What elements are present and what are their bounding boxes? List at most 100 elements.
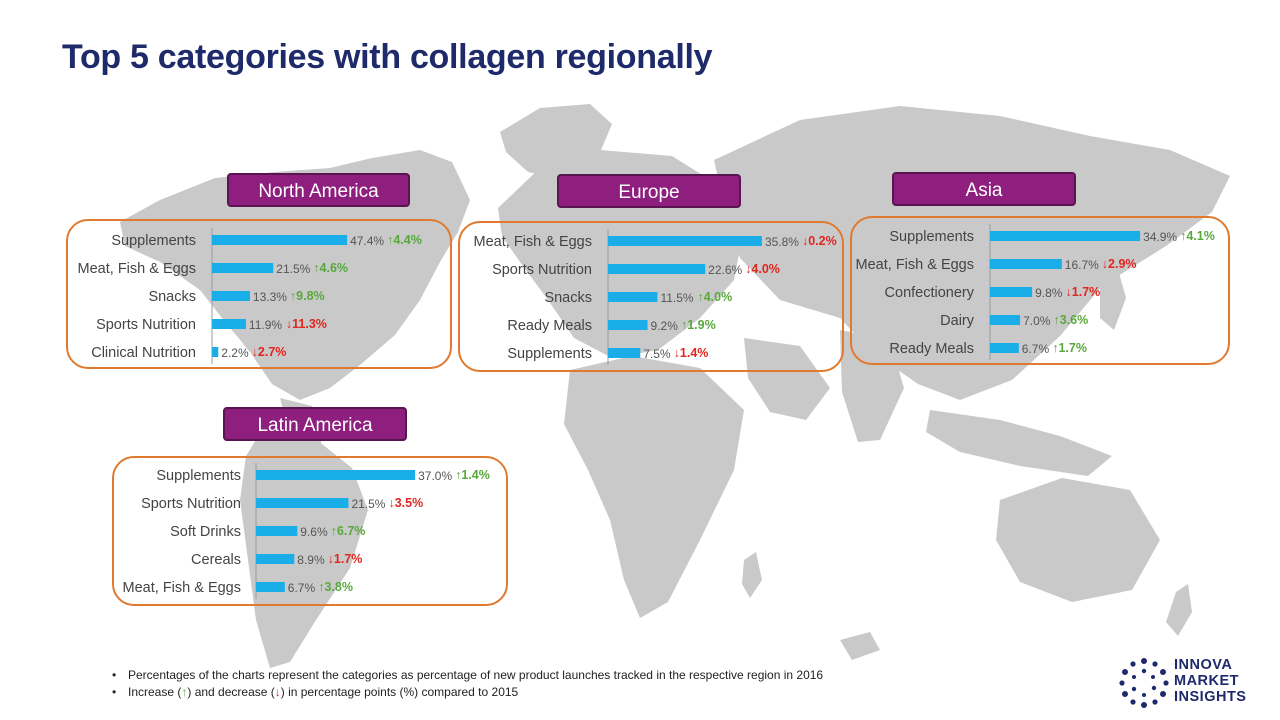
category-label: Supplements [156, 468, 241, 484]
change-value: 9.8% [296, 289, 325, 303]
value-label: 11.9% [249, 318, 282, 332]
bar [990, 287, 1033, 297]
category-label: Cereals [191, 552, 241, 568]
value-label: 47.4% [350, 234, 384, 248]
change-value: 1.7% [1072, 285, 1101, 299]
change-value: 2.9% [1108, 257, 1137, 271]
change-label: ↑4.1% [1180, 229, 1215, 243]
change-label: ↑6.7% [331, 524, 366, 538]
value-label: 22.6% [708, 263, 742, 277]
category-label: Ready Meals [507, 318, 592, 334]
up-arrow-icon: ↑ [681, 318, 687, 332]
category-label: Snacks [148, 289, 196, 305]
change-value: 4.6% [320, 261, 349, 275]
change-label: ↑4.6% [313, 261, 348, 275]
category-label: Snacks [544, 290, 592, 306]
region-label-latin-america: Latin America [223, 407, 407, 441]
value-label: 11.5% [660, 291, 693, 305]
category-label: Clinical Nutrition [91, 345, 196, 361]
logo-line-1: INNOVA [1174, 657, 1233, 673]
bar [990, 315, 1021, 325]
footnote-2-pre: Increase ( [128, 685, 182, 699]
up-arrow-icon: ↑ [313, 261, 319, 275]
category-label: Supplements [111, 233, 196, 249]
category-label: Supplements [507, 346, 592, 362]
value-label: 13.3% [253, 290, 287, 304]
change-label: ↓4.0% [745, 262, 780, 276]
category-label: Sports Nutrition [96, 317, 196, 333]
bar [256, 470, 416, 480]
change-value: 1.4% [461, 468, 490, 482]
panel-europe [458, 221, 844, 372]
page-title: Top 5 categories with collagen regionall… [62, 38, 713, 76]
down-arrow-icon: ↓ [1102, 257, 1108, 271]
change-label: ↑3.8% [318, 580, 353, 594]
bar [212, 347, 219, 357]
change-value: 4.0% [751, 262, 780, 276]
footnote-1-text: Percentages of the charts represent the … [128, 668, 824, 682]
bar [256, 498, 349, 508]
change-label: ↓1.7% [328, 552, 363, 566]
up-arrow-icon: ↑ [290, 289, 296, 303]
region-label-europe: Europe [557, 174, 741, 208]
value-label: 21.5% [351, 497, 385, 511]
region-label-north-america: North America [227, 173, 410, 207]
footnote-2-mid: ) and decrease ( [187, 685, 275, 699]
value-label: 2.2% [221, 346, 249, 360]
up-arrow-icon: ↑ [1180, 229, 1186, 243]
down-arrow-icon: ↓ [252, 345, 258, 359]
bar [256, 526, 298, 536]
change-value: 4.4% [393, 233, 422, 247]
category-label: Ready Meals [889, 341, 974, 357]
logo-text: INNOVA MARKET INSIGHTS [1174, 657, 1246, 705]
value-label: 7.0% [1023, 314, 1051, 328]
change-value: 3.6% [1060, 313, 1089, 327]
bar [212, 291, 250, 301]
bar [608, 320, 648, 330]
change-value: 1.7% [1058, 341, 1087, 355]
change-value: 4.1% [1186, 229, 1215, 243]
panel-latin-america [112, 456, 508, 606]
change-label: ↓2.7% [252, 345, 287, 359]
footnotes: • Percentages of the charts represent the… [112, 668, 823, 702]
up-arrow-icon: ↑ [697, 290, 703, 304]
value-label: 8.9% [297, 553, 325, 567]
category-label: Sports Nutrition [141, 496, 241, 512]
change-value: 11.3% [292, 317, 327, 331]
change-label: ↑9.8% [290, 289, 325, 303]
change-label: ↑1.9% [681, 318, 716, 332]
logo-line-3: INSIGHTS [1174, 689, 1247, 705]
bar [990, 343, 1019, 353]
down-arrow-icon: ↓ [745, 262, 751, 276]
category-label: Dairy [940, 313, 975, 329]
up-arrow-icon: ↑ [1052, 341, 1058, 355]
panel-north-america [66, 219, 452, 369]
change-label: ↑4.4% [387, 233, 422, 247]
change-label: ↓1.7% [1066, 285, 1101, 299]
value-label: 9.2% [651, 319, 679, 333]
value-label: 34.9% [1143, 230, 1177, 244]
bar [608, 292, 658, 302]
value-label: 6.7% [1022, 342, 1050, 356]
category-label: Meat, Fish & Eggs [856, 257, 974, 273]
logo-line-2: MARKET [1174, 673, 1240, 689]
footnote-2-post: ) in percentage points (%) compared to 2… [280, 685, 519, 699]
change-value: 1.9% [687, 318, 716, 332]
value-label: 21.5% [276, 262, 310, 276]
up-arrow-icon: ↑ [455, 468, 461, 482]
change-value: 1.7% [334, 552, 363, 566]
up-arrow-icon: ↑ [318, 580, 324, 594]
down-arrow-icon: ↓ [802, 234, 808, 248]
category-label: Supplements [889, 229, 974, 245]
value-label: 6.7% [288, 581, 316, 595]
category-label: Meat, Fish & Eggs [78, 261, 196, 277]
footnote-1: • Percentages of the charts represent the… [112, 668, 824, 682]
category-label: Confectionery [885, 285, 975, 301]
up-arrow-icon: ↑ [387, 233, 393, 247]
change-value: 0.2% [808, 234, 837, 248]
change-label: ↓1.4% [674, 346, 709, 360]
down-arrow-icon: ↓ [328, 552, 334, 566]
